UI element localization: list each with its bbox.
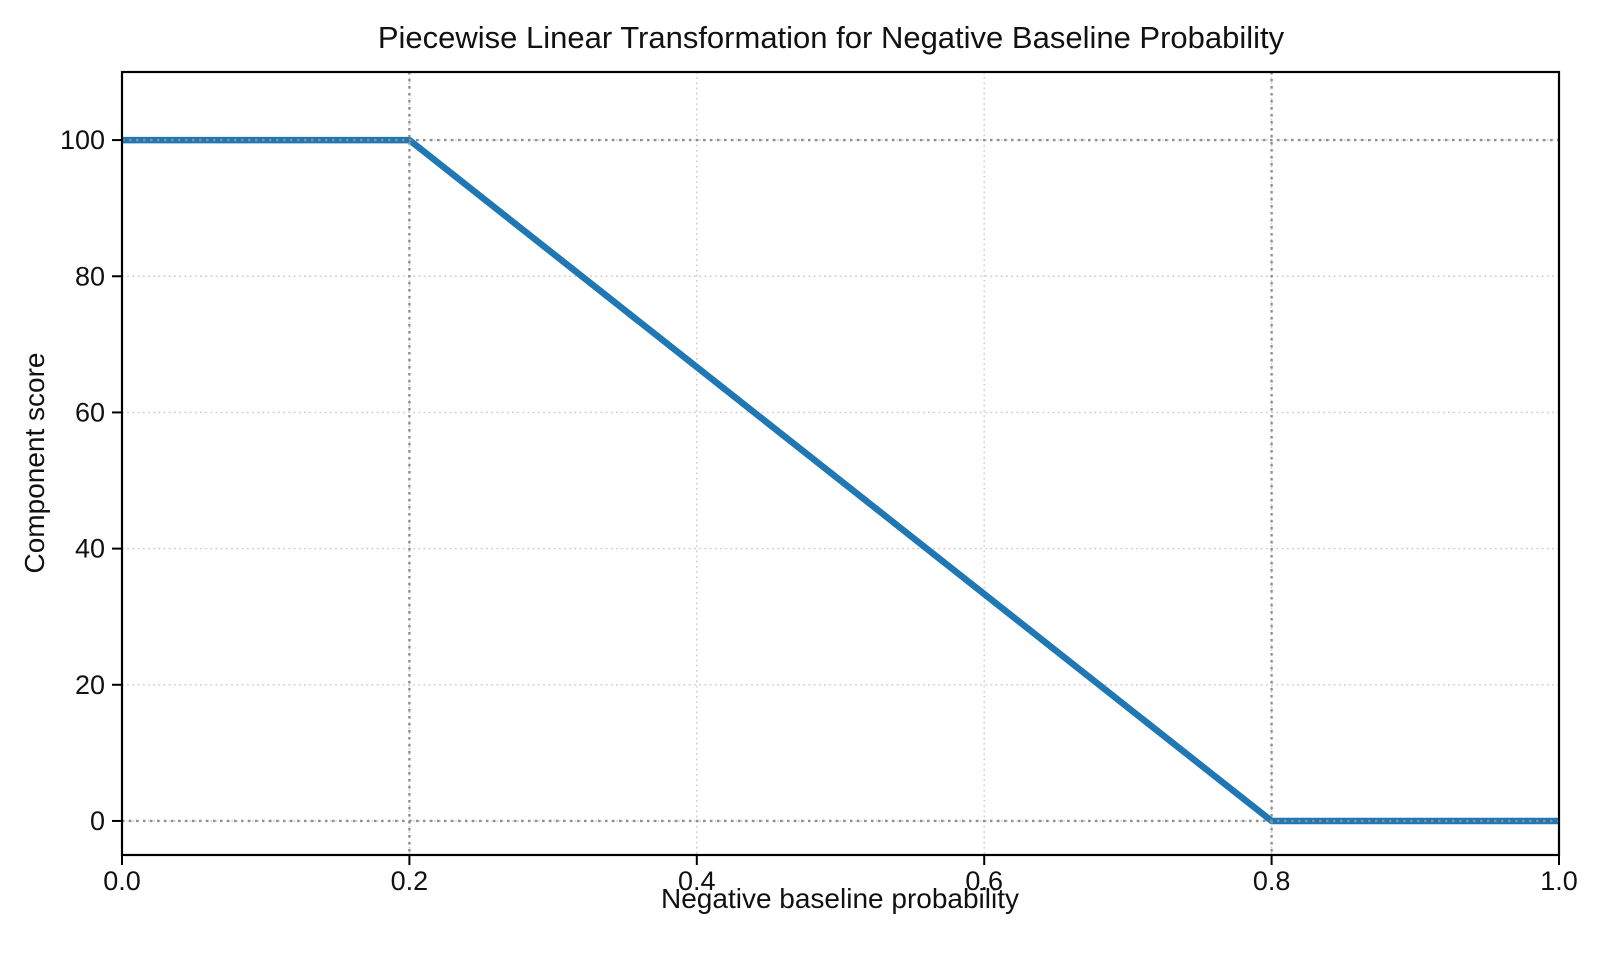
y-axis-label: Component score xyxy=(19,352,50,573)
series-line xyxy=(122,136,1559,825)
reference-lines xyxy=(122,72,1559,855)
y-tick-label: 60 xyxy=(75,397,105,427)
y-tick-label: 40 xyxy=(75,534,105,564)
gridlines xyxy=(121,72,1560,855)
x-tick-label: 0.0 xyxy=(103,866,141,896)
y-tick-label: 20 xyxy=(75,670,105,700)
x-tick-label: 0.2 xyxy=(391,866,429,896)
x-tick-label: 0.6 xyxy=(965,866,1003,896)
x-tick-label: 0.4 xyxy=(678,866,716,896)
chart-title: Piecewise Linear Transformation for Nega… xyxy=(378,20,1285,55)
y-tick-label: 100 xyxy=(60,125,105,155)
axis-ticks: 0.0 0.2 0.4 0.6 0.8 1.0 0 20 40 60 80 100 xyxy=(60,125,1578,896)
x-axis-label: Negative baseline probability xyxy=(661,883,1019,914)
x-tick-label: 0.8 xyxy=(1253,866,1291,896)
y-tick-label: 0 xyxy=(90,806,105,836)
x-tick-label: 1.0 xyxy=(1540,866,1578,896)
y-tick-label: 80 xyxy=(75,261,105,291)
plot-border xyxy=(120,70,1561,857)
